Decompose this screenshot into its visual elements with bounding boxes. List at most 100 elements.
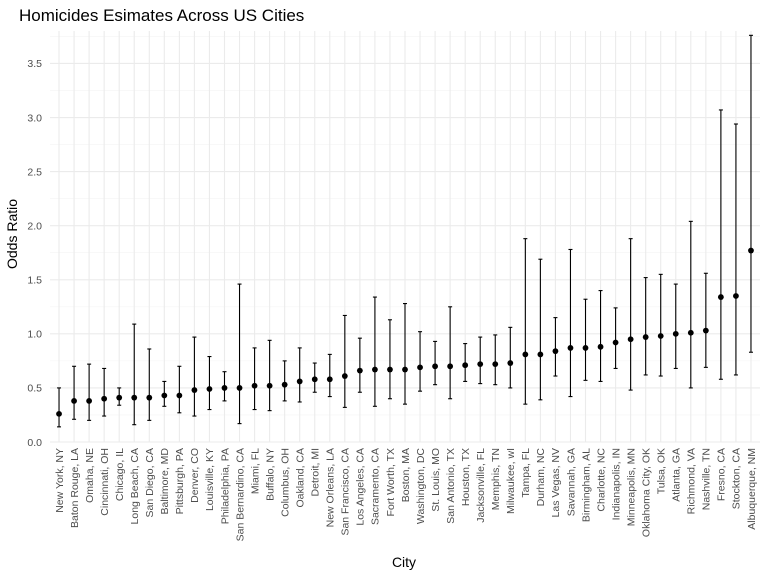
x-tick-label: Philadelphia, PA [219, 448, 231, 524]
x-tick-label: Boston, MA [400, 448, 412, 502]
estimate-point [748, 247, 754, 254]
city-estimate [116, 387, 123, 406]
city-estimate [296, 347, 303, 403]
x-tick-label: Long Beach, CA [129, 448, 141, 524]
x-tick-label: Durham, NC [535, 448, 547, 507]
city-estimate [236, 283, 243, 425]
y-tick-label: 1.0 [27, 329, 42, 341]
city-estimate [71, 365, 77, 420]
city-estimate [86, 363, 93, 421]
x-tick-label: Fort Worth, TX [385, 448, 397, 516]
estimate-point [56, 410, 62, 417]
x-tick-label: Birmingham, AL [580, 448, 592, 522]
city-estimate [311, 362, 318, 393]
city-estimate [567, 248, 574, 398]
city-estimate [266, 339, 273, 412]
x-tick-label: Tampa, FL [520, 448, 532, 498]
y-tick-label: 2.0 [27, 220, 42, 232]
estimate-point [326, 376, 333, 383]
estimate-point [131, 394, 138, 401]
estimate-point [612, 339, 619, 346]
estimate-point [146, 394, 153, 401]
estimate-point [432, 363, 438, 370]
estimate-point [71, 398, 77, 404]
estimate-point [341, 373, 348, 379]
estimate-point [717, 294, 724, 300]
estimate-point [552, 348, 559, 355]
estimate-point [702, 327, 709, 334]
x-tick-label: Oklahoma City, OK [640, 448, 652, 537]
city-estimate [341, 314, 348, 408]
city-estimate [612, 307, 619, 370]
city-estimate [477, 336, 484, 385]
city-estimate [161, 380, 168, 407]
x-tick-label: Los Angeles, CA [355, 448, 367, 526]
data-marks [56, 34, 754, 428]
estimate-point [176, 392, 183, 399]
x-tick-label: New York, NY [54, 448, 66, 513]
estimate-point [672, 330, 679, 337]
city-estimate [387, 319, 393, 400]
estimate-point [733, 293, 739, 299]
city-estimate [537, 258, 544, 401]
x-axis-title: City [392, 554, 416, 570]
city-estimate [176, 365, 183, 414]
x-tick-label: Detroit, MI [310, 448, 322, 496]
x-tick-label: Stockton, CA [731, 448, 743, 509]
estimate-point [567, 345, 574, 351]
x-tick-label: Atlanta, GA [671, 448, 683, 502]
x-tick-label: Savannah, GA [565, 448, 577, 516]
estimate-point [447, 363, 454, 370]
estimate-point [507, 360, 514, 366]
x-tick-label: Minneapolis, MN [625, 448, 637, 526]
x-tick-label: Omaha, NE [84, 448, 96, 503]
estimate-point [311, 376, 318, 383]
y-axis-title: Odds Ratio [4, 199, 20, 269]
x-tick-label: Memphis, TN [490, 448, 502, 510]
x-tick-label: Cincinnati, OH [99, 448, 111, 516]
estimate-point [462, 362, 469, 369]
estimate-point [161, 392, 168, 399]
estimate-point [687, 329, 694, 336]
city-estimate [356, 337, 363, 393]
city-estimate [191, 336, 198, 417]
city-estimate [417, 331, 423, 392]
city-estimate [582, 298, 589, 381]
city-estimate [597, 290, 604, 382]
estimate-point [657, 333, 664, 339]
city-estimate [372, 296, 378, 407]
y-tick-label: 1.5 [27, 275, 42, 287]
city-estimate [281, 360, 288, 402]
estimate-point [537, 351, 544, 358]
city-estimate [627, 238, 634, 391]
estimate-point [356, 367, 363, 374]
x-tick-label: Miami, FL [249, 448, 261, 494]
city-estimate [717, 109, 724, 380]
x-tick-label: Louisville, KY [204, 448, 216, 511]
city-estimate [221, 371, 228, 402]
y-tick-label: 3.0 [27, 112, 42, 124]
x-tick-label: Jacksonville, FL [475, 448, 487, 523]
city-estimate [432, 340, 438, 386]
estimate-point [116, 394, 123, 401]
x-axis-tick-labels: New York, NY Baton Rouge, LA Omaha, NE Cinc… [54, 448, 758, 542]
x-tick-label: Houston, TX [460, 448, 472, 506]
city-estimate [251, 347, 258, 411]
city-estimate [733, 123, 739, 376]
y-tick-label: 0.5 [27, 383, 42, 395]
city-estimate [552, 317, 559, 377]
estimate-point [582, 345, 589, 351]
city-estimate [748, 34, 754, 353]
estimate-point [206, 386, 213, 392]
x-tick-label: Chicago, IL [114, 448, 126, 501]
city-estimate [402, 303, 408, 405]
estimate-point [642, 334, 649, 340]
x-tick-label: Milwaukee, wI [505, 448, 517, 514]
x-tick-label: Baltimore, MD [159, 448, 171, 515]
estimate-point [597, 343, 604, 350]
city-estimate [56, 387, 62, 428]
city-estimate [131, 323, 138, 426]
city-estimate [657, 273, 664, 377]
x-tick-label: St. Louis, MO [430, 448, 442, 512]
city-estimate [672, 283, 679, 370]
